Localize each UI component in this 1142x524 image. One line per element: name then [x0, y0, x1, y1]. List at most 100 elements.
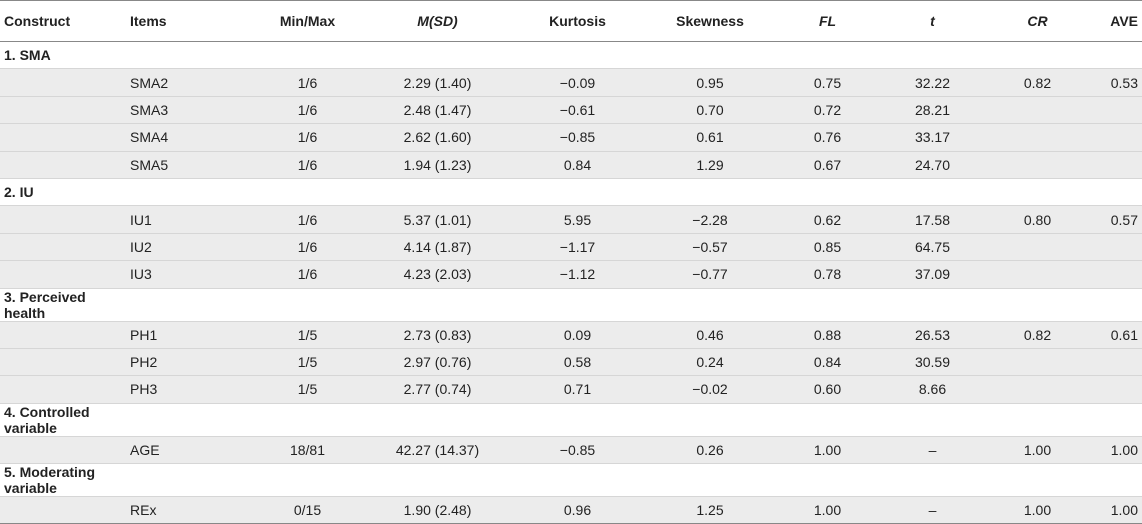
empty-cell: [0, 151, 120, 179]
cell-fl: 0.88: [775, 321, 880, 349]
empty-cell: [985, 403, 1090, 437]
cell-skewness: 0.46: [645, 321, 775, 349]
empty-cell: [1090, 41, 1142, 69]
table-row: SMA2 1/6 2.29 (1.40) −0.09 0.95 0.75 32.22 0.82…: [0, 68, 1142, 97]
cell-m-sd: 2.77 (0.74): [365, 375, 510, 404]
cell-items: IU3: [120, 260, 250, 289]
cell-fl: 1.00: [775, 436, 880, 464]
cell-m-sd: 2.62 (1.60): [365, 123, 510, 152]
empty-cell: [0, 260, 120, 289]
cell-cr: [985, 96, 1090, 124]
empty-cell: [510, 41, 645, 69]
section-label: 3. Perceived health: [0, 288, 120, 322]
cell-cr: [985, 123, 1090, 152]
empty-cell: [880, 41, 985, 69]
empty-cell: [985, 288, 1090, 322]
cell-items: REx: [120, 496, 250, 524]
table-row: PH2 1/5 2.97 (0.76) 0.58 0.24 0.84 30.59: [0, 348, 1142, 376]
empty-cell: [365, 178, 510, 206]
empty-cell: [0, 205, 120, 234]
cell-ave: [1090, 96, 1142, 124]
empty-cell: [365, 463, 510, 497]
cell-skewness: 0.95: [645, 68, 775, 97]
cell-cr: [985, 233, 1090, 261]
empty-cell: [0, 96, 120, 124]
cell-skewness: 0.61: [645, 123, 775, 152]
cell-cr: 1.00: [985, 496, 1090, 524]
cell-fl: 0.67: [775, 151, 880, 179]
cell-t: 33.17: [880, 123, 985, 152]
cell-kurtosis: −0.09: [510, 68, 645, 97]
cell-kurtosis: 0.84: [510, 151, 645, 179]
cell-m-sd: 1.90 (2.48): [365, 496, 510, 524]
cell-cr: [985, 260, 1090, 289]
cell-ave: [1090, 375, 1142, 404]
cell-kurtosis: −1.17: [510, 233, 645, 261]
cell-kurtosis: 5.95: [510, 205, 645, 234]
header-row: Construct Items Min/Max M(SD) Kurtosis Skewne…: [0, 0, 1142, 42]
cell-cr: [985, 348, 1090, 376]
cell-items: PH2: [120, 348, 250, 376]
empty-cell: [880, 178, 985, 206]
section-label: 1. SMA: [0, 41, 120, 69]
empty-cell: [880, 288, 985, 322]
empty-cell: [510, 463, 645, 497]
cell-items: PH1: [120, 321, 250, 349]
cell-kurtosis: −0.85: [510, 436, 645, 464]
cell-min-max: 0/15: [250, 496, 365, 524]
cell-ave: 1.00: [1090, 436, 1142, 464]
column-header-min-max: Min/Max: [279, 13, 336, 29]
empty-cell: [0, 233, 120, 261]
cell-skewness: 0.24: [645, 348, 775, 376]
empty-cell: [775, 463, 880, 497]
empty-cell: [510, 403, 645, 437]
empty-cell: [250, 288, 365, 322]
table-row: AGE 18/81 42.27 (14.37) −0.85 0.26 1.00–1.00 1…: [0, 436, 1142, 464]
section-label: 5. Moderating variable: [0, 463, 120, 497]
cell-fl: 0.60: [775, 375, 880, 404]
empty-cell: [985, 41, 1090, 69]
empty-cell: [880, 463, 985, 497]
empty-cell: [0, 321, 120, 349]
cell-kurtosis: 0.09: [510, 321, 645, 349]
cell-min-max: 1/6: [250, 233, 365, 261]
cell-t: 8.66: [880, 375, 985, 404]
cell-items: IU2: [120, 233, 250, 261]
cell-min-max: 1/6: [250, 260, 365, 289]
cell-m-sd: 2.73 (0.83): [365, 321, 510, 349]
empty-cell: [775, 288, 880, 322]
empty-cell: [250, 463, 365, 497]
empty-cell: [365, 288, 510, 322]
cell-cr: 0.80: [985, 205, 1090, 234]
cell-m-sd: 2.97 (0.76): [365, 348, 510, 376]
section-row: 4. Controlled variable: [0, 403, 1142, 437]
empty-cell: [645, 178, 775, 206]
empty-cell: [0, 68, 120, 97]
cell-cr: 0.82: [985, 68, 1090, 97]
table-row: REx 0/15 1.90 (2.48) 0.96 1.25 1.00–1.00 1.00: [0, 496, 1142, 524]
cell-fl: 0.75: [775, 68, 880, 97]
cell-kurtosis: −0.85: [510, 123, 645, 152]
cell-fl: 0.84: [775, 348, 880, 376]
cell-skewness: −0.02: [645, 375, 775, 404]
cell-cr: [985, 151, 1090, 179]
cell-ave: [1090, 348, 1142, 376]
cell-m-sd: 1.94 (1.23): [365, 151, 510, 179]
column-header-cr: CR: [1027, 13, 1048, 29]
table-row: PH3 1/5 2.77 (0.74) 0.71 −0.02 0.60 8.66: [0, 375, 1142, 404]
cell-fl: 0.62: [775, 205, 880, 234]
cell-m-sd: 42.27 (14.37): [365, 436, 510, 464]
cell-skewness: −0.57: [645, 233, 775, 261]
empty-cell: [1090, 403, 1142, 437]
column-header-fl: FL: [818, 13, 837, 29]
cell-items: SMA4: [120, 123, 250, 152]
cell-skewness: −0.77: [645, 260, 775, 289]
cell-kurtosis: 0.58: [510, 348, 645, 376]
cell-t: 30.59: [880, 348, 985, 376]
empty-cell: [120, 178, 250, 206]
empty-cell: [880, 403, 985, 437]
empty-cell: [120, 41, 250, 69]
cell-m-sd: 2.29 (1.40): [365, 68, 510, 97]
empty-cell: [0, 436, 120, 464]
cell-cr: 0.82: [985, 321, 1090, 349]
